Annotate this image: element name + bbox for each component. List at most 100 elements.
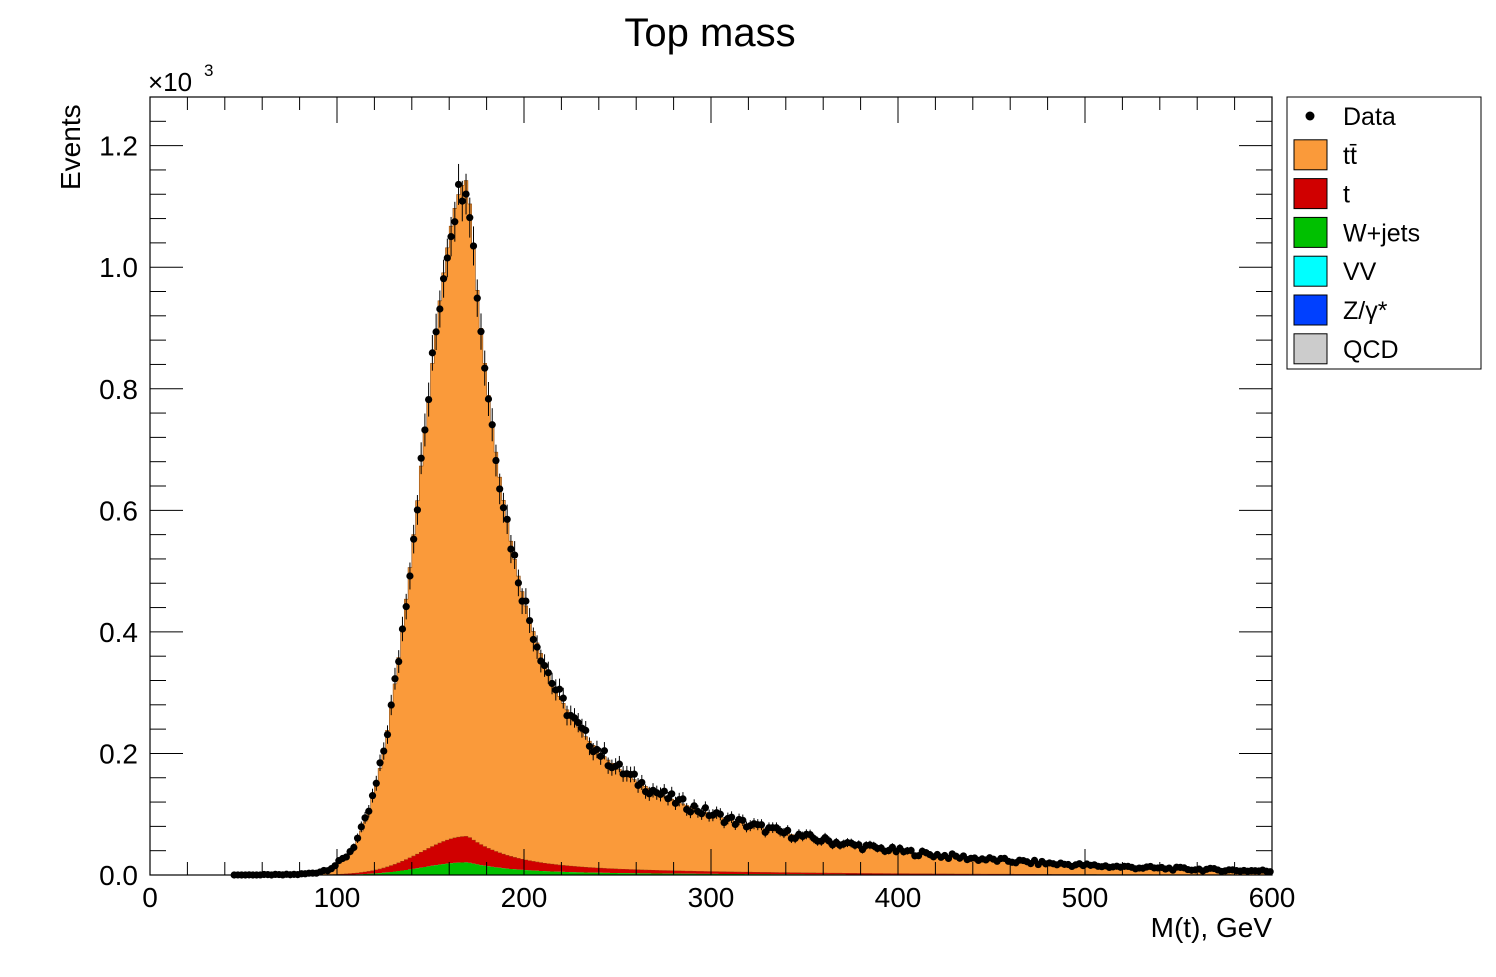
y-axis-exponent-power: 3: [204, 61, 213, 80]
data-point: [522, 597, 530, 605]
data-point: [855, 841, 863, 849]
legend: Data tt̄ t W+jets VV Z/γ* QCD: [1286, 96, 1482, 370]
data-point: [387, 701, 395, 709]
data-point: [548, 679, 556, 688]
data-point: [376, 759, 384, 767]
data-point: [555, 685, 564, 693]
y-tick-label: 0.2: [99, 738, 138, 769]
data-point: [499, 504, 508, 512]
data-point: [391, 675, 399, 683]
y-tick-label: 0.0: [99, 860, 138, 891]
data-point: [582, 726, 590, 734]
data-point: [593, 745, 601, 754]
data-point: [544, 669, 552, 677]
x-tick-label: 500: [1062, 882, 1109, 913]
data-point: [615, 760, 623, 768]
data-point: [526, 616, 534, 625]
y-axis-label: Events: [55, 104, 86, 190]
data-point: [660, 787, 668, 795]
data-point: [529, 635, 537, 644]
y-tick-label: 1.0: [99, 252, 138, 283]
x-tick-label: 600: [1249, 882, 1296, 913]
legend-label-vv: VV: [1343, 258, 1377, 286]
legend-swatch-w-jets: [1293, 216, 1328, 248]
legend-label-tt: tt̄: [1343, 142, 1357, 170]
data-point: [361, 814, 369, 822]
data-point: [503, 515, 511, 523]
data-point: [443, 254, 451, 262]
data-point: [638, 778, 646, 787]
data-point: [716, 810, 724, 818]
data-point: [383, 730, 392, 739]
data-point: [540, 661, 549, 670]
data-point: [574, 719, 582, 727]
data-point: [421, 426, 429, 434]
chart-title: Top mass: [624, 11, 795, 55]
data-point: [507, 545, 515, 553]
legend-label-w-jets: W+jets: [1343, 219, 1420, 247]
data-point: [357, 823, 365, 831]
data-point: [454, 180, 463, 189]
data-point: [417, 454, 425, 462]
data-point: [432, 328, 440, 336]
legend-swatch-vv: [1293, 255, 1328, 287]
y-tick-label: 0.6: [99, 495, 138, 526]
data-point: [372, 779, 380, 787]
data-point: [469, 242, 478, 250]
legend-swatch-t: [1293, 178, 1328, 210]
data-point: [727, 813, 736, 821]
y-axis-exponent: ×10: [148, 67, 192, 97]
data-point: [757, 821, 766, 829]
data-point: [698, 810, 706, 818]
data-point: [466, 214, 474, 222]
x-tick-label: 100: [314, 882, 361, 913]
plot-area: [224, 163, 1274, 879]
data-point: [413, 506, 422, 514]
data-point: [447, 233, 455, 241]
data-point: [365, 807, 373, 815]
data-point: [428, 349, 436, 357]
data-point: [679, 795, 687, 803]
data-point: [511, 551, 519, 559]
data-point: [668, 790, 676, 798]
data-point: [739, 816, 747, 824]
x-tick-label: 0: [142, 882, 158, 913]
legend-swatch-z: [1293, 294, 1328, 326]
y-tick-label: 1.2: [99, 131, 138, 162]
data-point: [350, 843, 358, 852]
data-point: [690, 802, 698, 810]
data-point: [481, 364, 489, 372]
y-tick-label: 0.4: [99, 617, 138, 648]
data-point: [477, 328, 485, 336]
ttbar-histogram: [224, 180, 1273, 876]
data-point: [559, 694, 567, 702]
data-point: [436, 305, 444, 313]
data-point: [484, 395, 493, 403]
data-point: [1266, 868, 1274, 876]
data-point: [686, 808, 695, 816]
data-point: [514, 579, 522, 587]
data-point: [533, 643, 541, 651]
legend-label-t: t: [1343, 181, 1350, 209]
data-point: [395, 657, 403, 666]
plot-frame: [149, 96, 1273, 876]
data-point: [585, 742, 594, 750]
data-point: [473, 294, 481, 302]
data-point: [492, 456, 500, 465]
data-point: [630, 770, 638, 778]
data-point: [731, 820, 739, 829]
data-point: [597, 752, 605, 760]
data-point: [600, 747, 609, 755]
data-point: [701, 804, 709, 812]
data-point: [368, 792, 377, 800]
legend-label-z: Z/γ*: [1343, 297, 1388, 325]
legend-swatch-tt: [1293, 139, 1328, 171]
legend-label-qcd: QCD: [1343, 336, 1399, 364]
axes: 0 100 200 300 400 500 600 0.0 0.2 0.4 0.6 0.8 1.0 1.2: [99, 96, 1296, 913]
data-point: [451, 218, 459, 226]
data-point: [462, 190, 470, 198]
data-point: [907, 846, 915, 855]
data-point: [402, 603, 410, 611]
data-point: [406, 572, 414, 580]
data-point: [488, 421, 496, 429]
